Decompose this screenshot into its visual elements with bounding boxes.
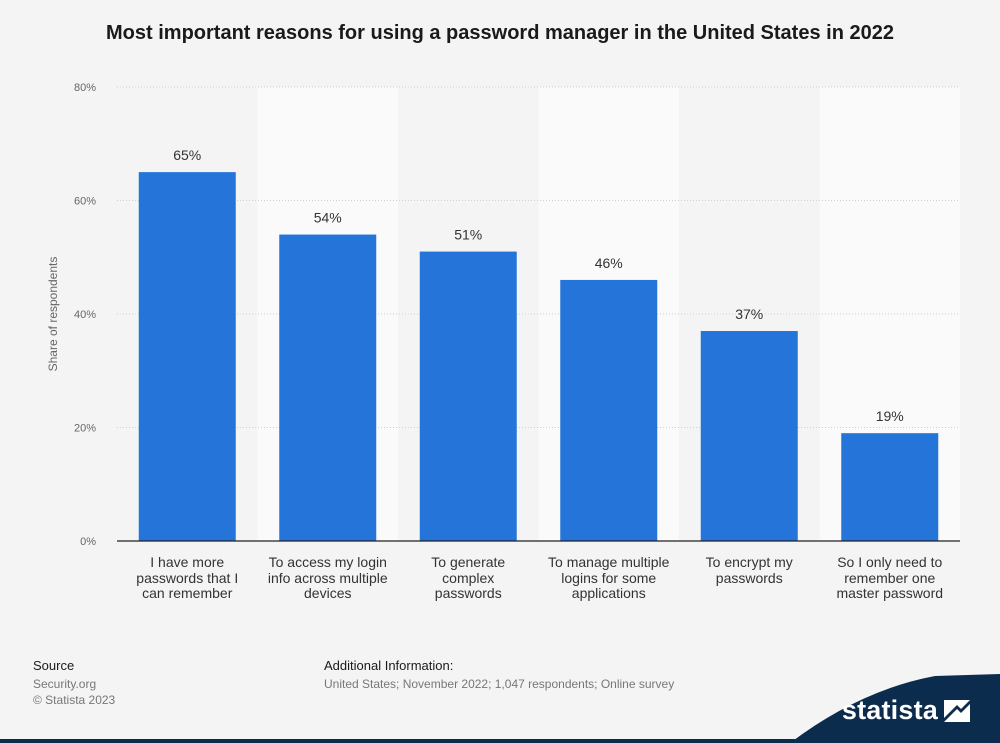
source-name[interactable]: Security.org	[33, 677, 97, 691]
bar[interactable]	[279, 234, 377, 542]
x-tick-label-line: devices	[304, 585, 352, 601]
x-tick-label-line: So I only need to	[837, 554, 943, 570]
x-tick-label-line: remember one	[844, 569, 936, 586]
y-tick-label: 80%	[74, 82, 96, 94]
bar-value-label: 65%	[173, 147, 201, 163]
bar-value-label: 37%	[735, 306, 763, 322]
x-tick-label-line: I have more	[150, 554, 225, 570]
x-tick-label-line: To access my login	[268, 554, 387, 570]
x-tick-label-line: can remember	[142, 585, 233, 601]
x-tick-label-line: info across multiple	[267, 569, 388, 586]
source-heading: Source	[33, 658, 75, 673]
bar[interactable]	[841, 433, 939, 541]
additional-info-text: United States; November 2022; 1,047 resp…	[324, 677, 675, 691]
bar[interactable]	[560, 279, 658, 541]
y-tick-label: 0%	[80, 536, 96, 548]
x-tick-label-line: To manage multiple	[548, 554, 670, 570]
x-tick-label-line: logins for some	[561, 569, 657, 586]
statista-logo-text: statista	[841, 695, 938, 725]
x-tick-label-line: passwords	[715, 569, 783, 586]
x-tick-label: To access my login info across multiple de…	[263, 554, 393, 602]
bar-value-label: 51%	[454, 227, 482, 243]
bar[interactable]	[419, 251, 517, 541]
chart-title: Most important reasons for using a passw…	[106, 22, 894, 44]
x-tick-label-line: passwords that I	[136, 569, 239, 586]
x-tick-label-line: master password	[836, 585, 944, 601]
x-tick-label-line: passwords	[434, 585, 502, 601]
y-tick-label: 20%	[74, 423, 96, 435]
statista-logo[interactable]: statista	[842, 695, 970, 726]
y-tick-label: 60%	[74, 196, 96, 208]
x-tick-label-line: To generate	[431, 554, 506, 570]
x-tick-label-line: To encrypt my	[705, 554, 793, 570]
statista-logo-icon	[944, 699, 970, 722]
bar[interactable]	[700, 331, 798, 541]
y-tick-label: 40%	[74, 309, 96, 321]
additional-info-heading: Additional Information:	[324, 658, 454, 673]
copyright-text: © Statista 2023	[33, 693, 116, 707]
bar[interactable]	[138, 172, 236, 541]
x-tick-label: To manage multiple logins for some applica…	[544, 554, 674, 602]
x-tick-label-line: applications	[571, 585, 646, 601]
bar-value-label: 54%	[314, 210, 342, 226]
x-tick-label-line: complex	[442, 569, 495, 586]
x-tick-label: To generate complex passwords	[403, 554, 533, 602]
x-tick-label: So I only need to remember one master pass…	[825, 554, 955, 602]
bar-value-label: 46%	[595, 255, 623, 271]
x-tick-label: To encrypt my passwords	[684, 554, 814, 586]
bar-value-label: 19%	[876, 408, 904, 424]
